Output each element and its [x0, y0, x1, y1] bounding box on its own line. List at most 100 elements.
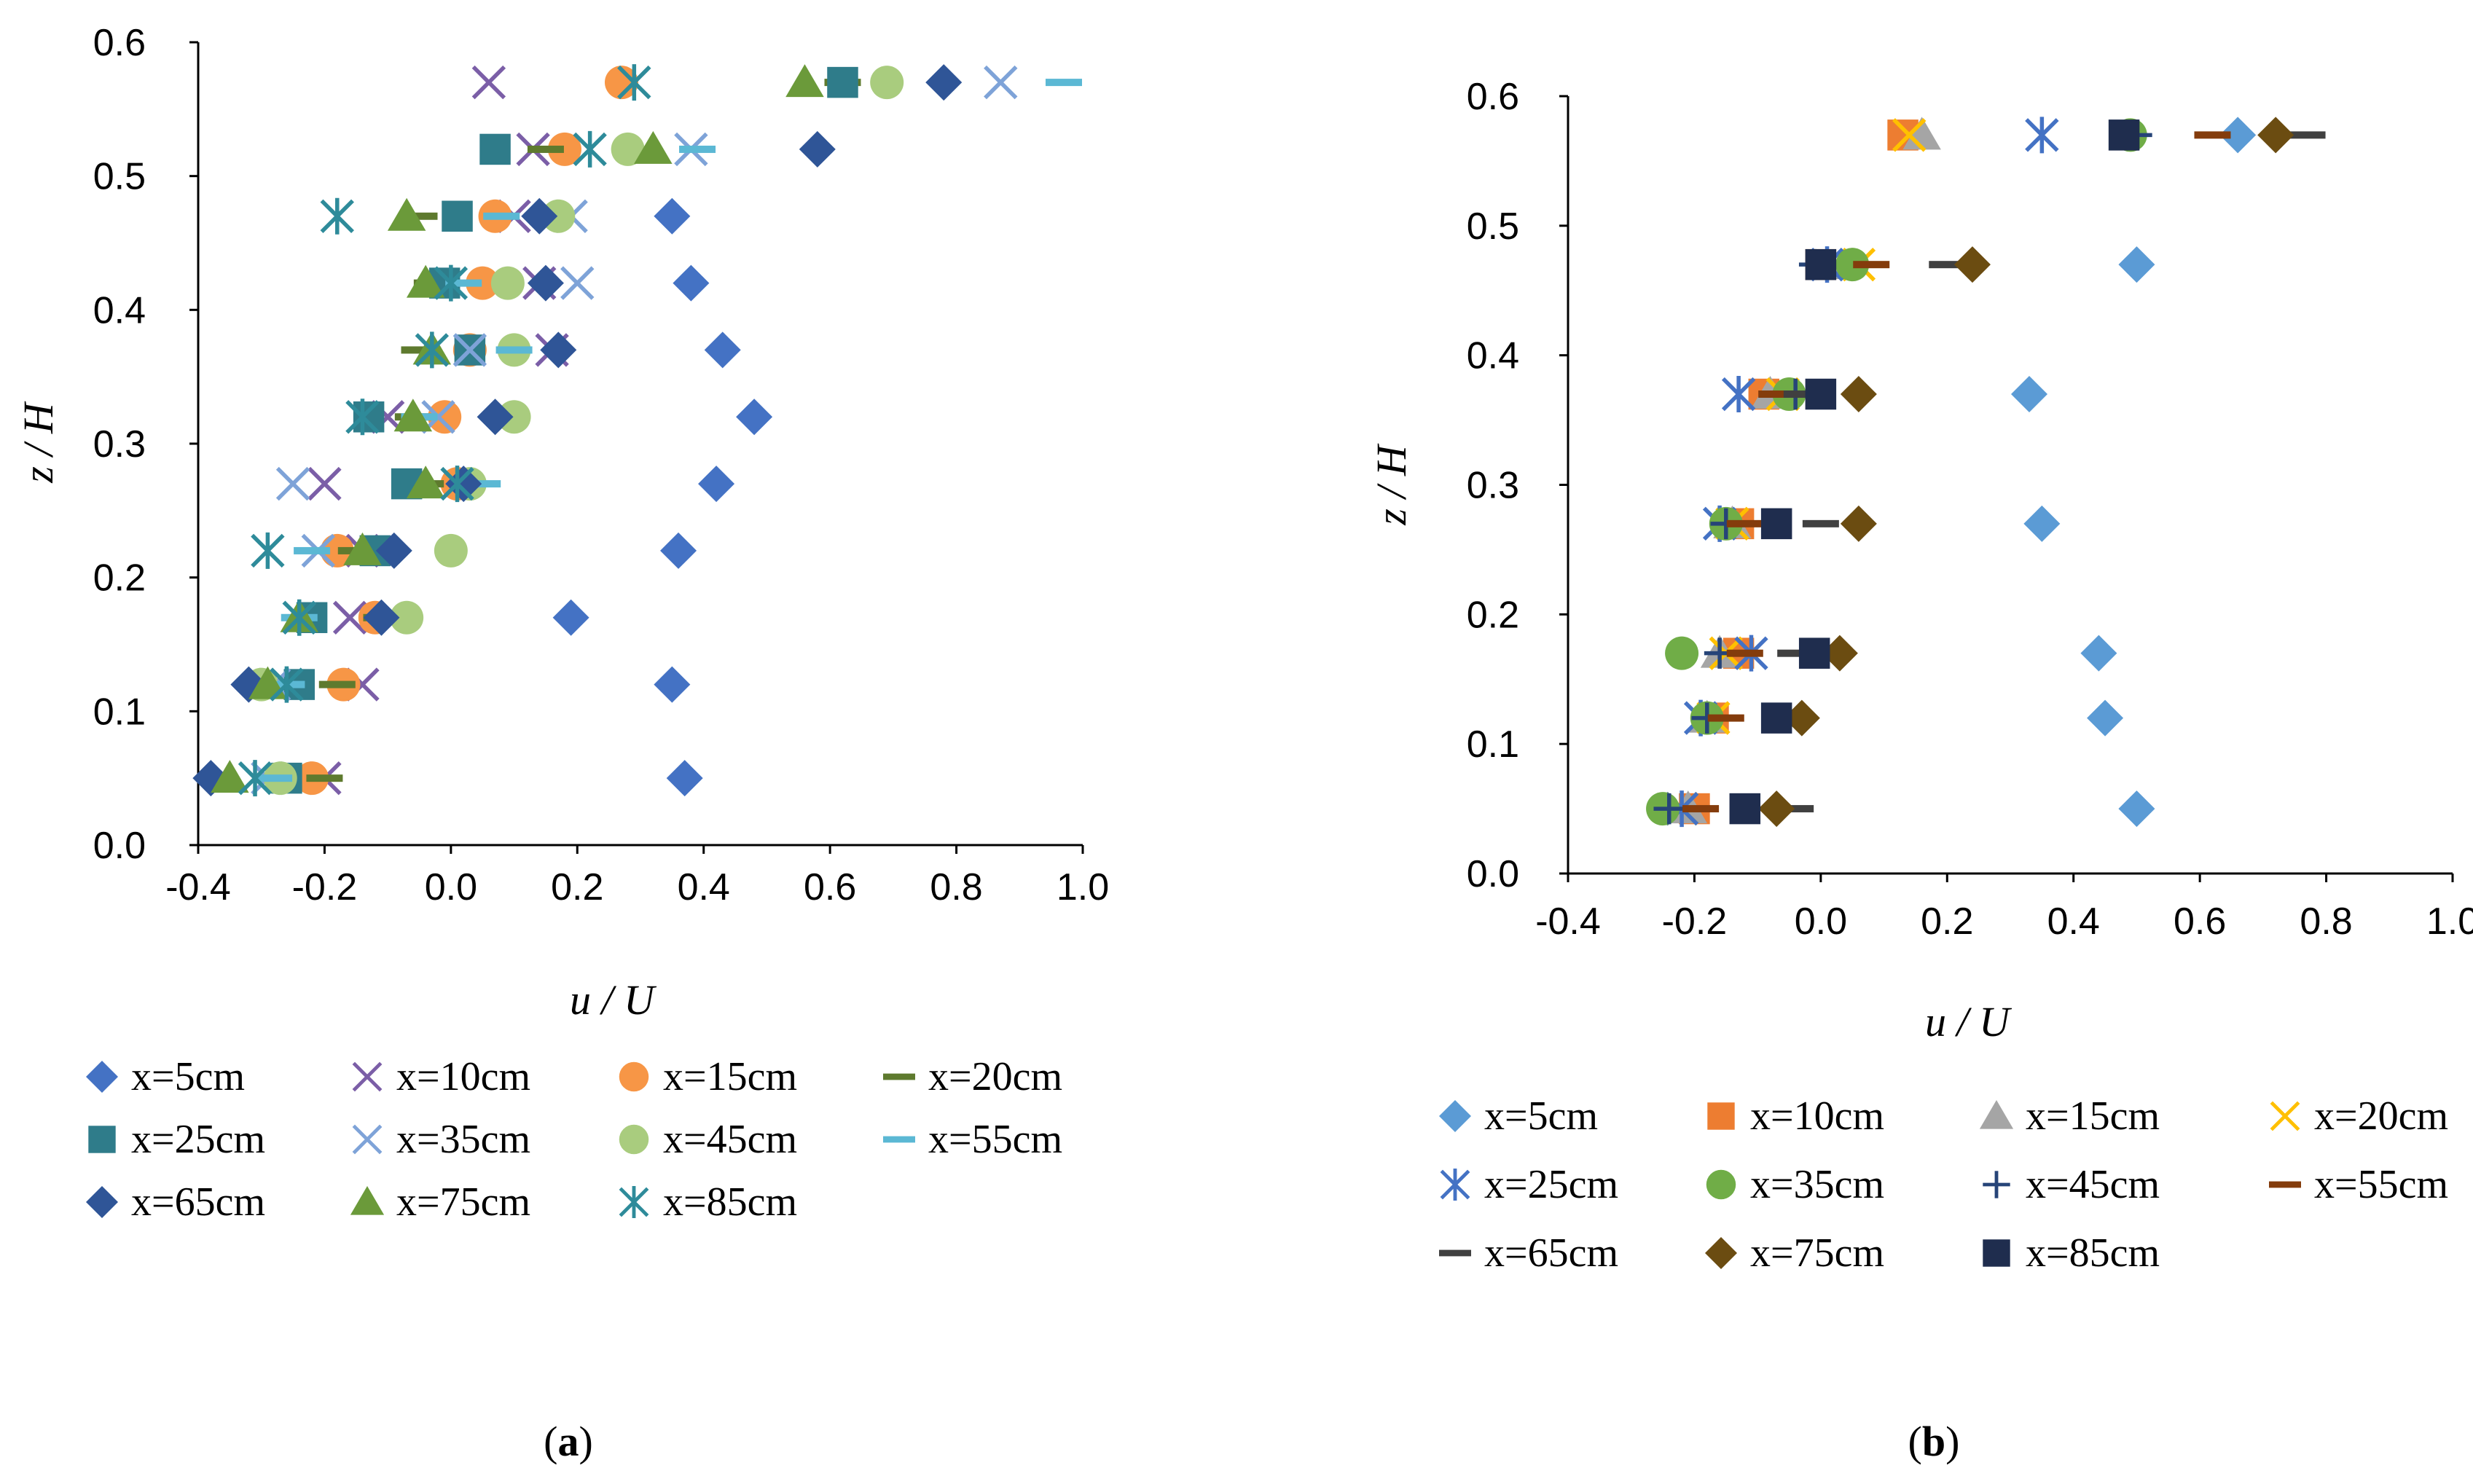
data-point [799, 130, 836, 168]
y-tick-label: 0.4 [1467, 335, 1519, 377]
data-point [434, 533, 468, 568]
panel-label-b: (b) [1908, 1418, 1960, 1465]
data-point [1653, 793, 1685, 825]
data-point [698, 466, 735, 503]
legend-label: x=25cm [131, 1117, 265, 1162]
x-tick-label: -0.4 [165, 866, 231, 908]
data-point [428, 400, 462, 434]
data-point [1840, 505, 1877, 542]
legend-label: x=15cm [2026, 1094, 2160, 1139]
data-point [306, 774, 343, 782]
data-point [2080, 635, 2117, 672]
x-tick-label: -0.2 [292, 866, 358, 908]
panel-label-b-letter: b [1922, 1418, 1945, 1465]
data-point [1892, 118, 1927, 152]
legend-swatch [1983, 1171, 2010, 1198]
data-point [1721, 376, 1756, 413]
y-axis-label: z / H [1368, 443, 1415, 526]
data-point [2118, 790, 2155, 828]
legend-swatch [1983, 1239, 2010, 1267]
legend-swatch [2270, 1101, 2300, 1131]
y-tick-label: 0.6 [1467, 76, 1519, 118]
data-point [363, 599, 400, 636]
data-point [353, 401, 385, 433]
x-axis-label: u / U [1925, 998, 2013, 1045]
data-point [332, 600, 367, 635]
y-tick-label: 0.6 [93, 22, 146, 64]
legend-swatch [619, 1186, 649, 1218]
data-point [1726, 649, 1763, 657]
data-point [2025, 117, 2059, 154]
data-point [434, 264, 469, 302]
x-axis-label: u / U [570, 976, 657, 1024]
legend-swatch [352, 1061, 383, 1092]
data-point [1798, 637, 1830, 669]
data-point [1929, 261, 1966, 269]
data-point [387, 197, 426, 231]
legend-swatch [1706, 1169, 1736, 1200]
data-point [401, 346, 438, 354]
data-point [275, 466, 310, 501]
x-tick-label: 0.0 [1795, 900, 1847, 943]
legend-swatch [883, 1136, 915, 1143]
data-point [464, 480, 501, 488]
data-point [466, 266, 500, 300]
data-point [2023, 505, 2061, 542]
x-tick-label: 0.8 [2300, 900, 2352, 943]
data-point [1760, 702, 1792, 734]
data-point [573, 130, 607, 168]
legend-label: x=35cm [396, 1117, 530, 1162]
data-point [445, 279, 482, 287]
data-point [984, 65, 1018, 100]
legend-swatch [1979, 1100, 2014, 1129]
data-point [604, 66, 638, 100]
data-point [390, 600, 424, 635]
data-point [452, 333, 487, 367]
legend-swatch [1707, 1102, 1735, 1130]
y-tick-label: 0.1 [93, 691, 146, 733]
legend-label: x=10cm [1750, 1094, 1884, 1139]
data-point [471, 65, 506, 100]
data-point [925, 64, 963, 101]
data-point [320, 197, 354, 235]
data-point [654, 197, 691, 235]
legend-swatch [88, 1126, 116, 1153]
legend-swatch [86, 1061, 118, 1093]
data-point [1707, 714, 1744, 722]
data-point [540, 331, 577, 369]
legend-swatch [352, 1124, 383, 1155]
data-point [1665, 636, 1699, 670]
x-tick-label: 1.0 [2426, 900, 2473, 943]
data-point [406, 264, 445, 298]
data-point [251, 532, 285, 569]
legend-label: x=85cm [663, 1179, 797, 1225]
y-tick-label: 0.0 [1467, 853, 1519, 895]
data-point [2087, 699, 2124, 737]
data-point [2011, 376, 2048, 413]
legend-label: x=65cm [1484, 1230, 1618, 1276]
data-point [495, 346, 533, 354]
data-point [634, 130, 673, 164]
data-point [1835, 248, 1870, 282]
y-tick-label: 0.3 [1467, 465, 1519, 507]
data-point [393, 399, 433, 432]
chart-a: 0.0 0.1 0.2 0.3 0.4 0.5 0.6 -0.4 -0.2 0.0 0.2 0.4 0.… [15, 22, 1109, 1225]
chart-b: 0.0 0.1 0.2 0.3 0.4 0.5 0.6 -0.4 -0.2 0.0 0.2 0.4 0.… [1368, 76, 2473, 1276]
data-point [2194, 131, 2231, 139]
x-tick-label: -0.2 [1662, 900, 1728, 943]
data-point [660, 532, 697, 569]
data-point [442, 200, 473, 232]
legend-label: x=20cm [928, 1054, 1062, 1099]
data-point [541, 199, 576, 233]
data-point [477, 399, 514, 436]
data-point [1783, 699, 1820, 737]
legend-label: x=15cm [663, 1054, 797, 1099]
data-point [827, 66, 858, 98]
data-point [483, 212, 520, 220]
data-point [736, 399, 773, 436]
data-point [1758, 390, 1795, 399]
data-point [375, 532, 412, 569]
data-point [521, 197, 558, 235]
legend-swatch [2269, 1181, 2301, 1188]
